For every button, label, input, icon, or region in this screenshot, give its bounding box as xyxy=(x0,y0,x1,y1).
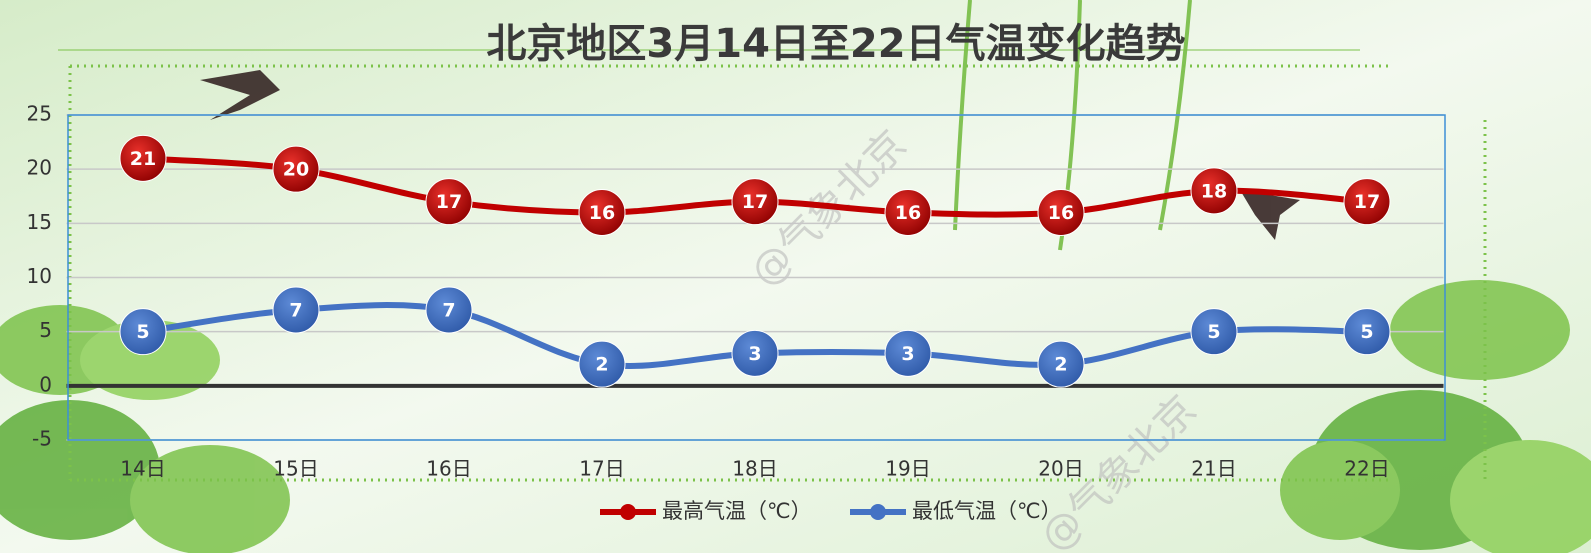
data-point xyxy=(1343,178,1391,226)
legend-marker xyxy=(620,504,636,520)
data-point xyxy=(119,134,167,182)
data-label: 7 xyxy=(442,300,455,322)
legend-label: 最低气温（℃） xyxy=(912,499,1062,523)
data-point xyxy=(1190,167,1238,215)
y-tick-label: 15 xyxy=(27,210,52,234)
data-point xyxy=(425,178,473,226)
y-tick-label: -5 xyxy=(32,427,52,451)
data-label: 2 xyxy=(595,354,608,376)
data-label: 17 xyxy=(742,191,768,213)
x-tick-label: 19日 xyxy=(885,457,930,481)
y-tick-label: 0 xyxy=(39,372,52,396)
chart-title: 北京地区3月14日至22日气温变化趋势 xyxy=(486,21,1185,67)
data-label: 7 xyxy=(289,300,302,322)
x-tick-label: 16日 xyxy=(426,457,471,481)
data-point xyxy=(425,286,473,334)
y-tick-label: 20 xyxy=(27,156,52,180)
data-label: 21 xyxy=(130,148,156,170)
x-tick-label: 20日 xyxy=(1038,457,1083,481)
data-label: 2 xyxy=(1054,354,1067,376)
frame xyxy=(68,64,1487,482)
plot-border xyxy=(67,114,1446,441)
data-label: 5 xyxy=(136,321,149,343)
data-label: 16 xyxy=(1048,202,1074,224)
data-label: 16 xyxy=(589,202,615,224)
data-label: 18 xyxy=(1201,180,1227,202)
data-point xyxy=(119,308,167,356)
y-tick-label: 10 xyxy=(27,264,52,288)
data-label: 16 xyxy=(895,202,921,224)
data-label: 5 xyxy=(1360,321,1373,343)
y-tick-label: 5 xyxy=(39,318,52,342)
data-point xyxy=(578,340,626,388)
data-point xyxy=(884,189,932,236)
legend-marker xyxy=(870,504,886,520)
legend-label: 最高气温（℃） xyxy=(662,499,812,523)
x-tick-label: 18日 xyxy=(732,457,777,481)
data-point xyxy=(272,145,320,193)
x-tick-label: 21日 xyxy=(1191,457,1236,481)
data-point xyxy=(731,178,779,226)
x-tick-label: 14日 xyxy=(120,457,165,481)
data-label: 3 xyxy=(748,343,761,365)
data-point xyxy=(1037,340,1085,388)
data-point xyxy=(1190,308,1238,356)
data-label: 3 xyxy=(901,343,914,365)
x-tick-label: 17日 xyxy=(579,457,624,481)
x-tick-label: 22日 xyxy=(1344,457,1389,481)
y-tick-label: 25 xyxy=(27,102,52,126)
data-point xyxy=(272,286,320,334)
data-label: 20 xyxy=(283,159,309,181)
data-label: 17 xyxy=(1354,191,1380,213)
data-point xyxy=(578,189,626,236)
x-tick-label: 15日 xyxy=(273,457,318,481)
data-point xyxy=(884,329,932,377)
data-point xyxy=(731,329,779,377)
data-point xyxy=(1037,189,1085,236)
data-label: 17 xyxy=(436,191,462,213)
data-point xyxy=(1343,308,1391,356)
data-label: 5 xyxy=(1207,321,1220,343)
